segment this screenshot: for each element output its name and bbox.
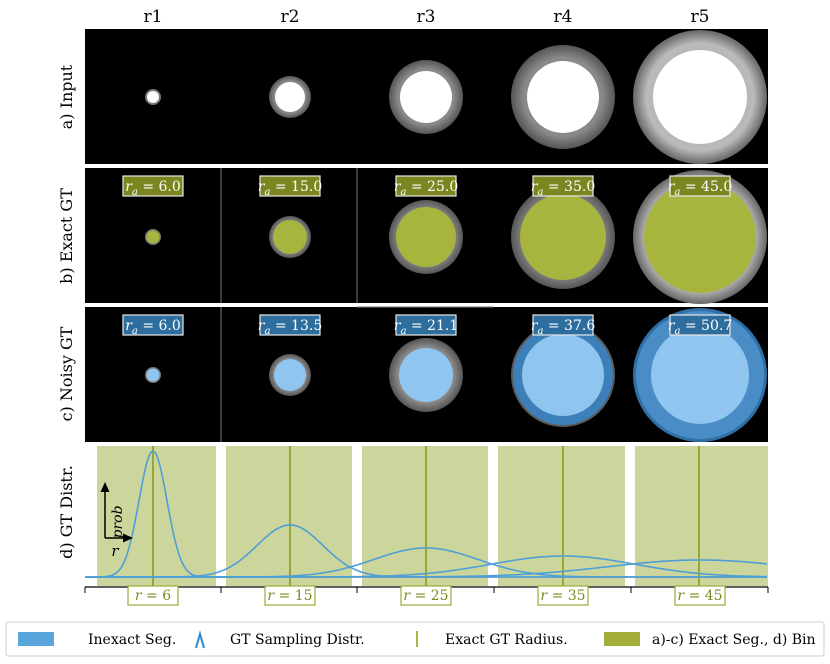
exact-badge-4: ra = 35.0 [531,175,595,198]
axis-indicator: prob r [100,482,133,560]
bin-r5 [635,446,768,586]
input-circle-r1 [145,89,161,105]
exact-circle-r1 [145,229,161,245]
column-label-r2: r2 [281,7,300,27]
exact-badge-1: ra = 6.0 [122,175,184,198]
legend-item-exact-radius: Exact GT Radius. [416,631,568,648]
noisy-circle-r2 [269,354,311,396]
exact-circle-r3 [389,200,463,274]
svg-text:r = 35: r = 35 [540,588,585,604]
svg-text:r = 15: r = 15 [267,588,312,604]
input-circle-r4 [511,45,615,149]
legend-label-inexact-seg: Inexact Seg. [88,632,176,648]
exact-badge-3: ra = 25.0 [394,175,458,198]
exact-circle-r2 [269,216,311,258]
bin-r4 [498,446,625,586]
legend-item-gt-sampling: GT Sampling Distr. [194,629,365,649]
bin-label-1: r = 6 [127,585,179,606]
sampling-distribution-curves [85,450,768,578]
row-noisy-gt-panel [85,306,768,442]
noisy-circle-r3 [389,338,463,412]
row-label-exact-gt: b) Exact GT [57,188,76,284]
axis-label-prob: prob [110,505,126,538]
bin-label-3: r = 25 [400,585,452,606]
svg-text:ra = 15.0: ra = 15.0 [258,179,322,198]
bin-r3 [362,446,488,586]
svg-text:r = 6: r = 6 [135,588,171,604]
row-label-gt-distr: d) GT Distr. [57,465,76,559]
exact-circle-r5 [633,170,767,304]
exact-circle-r4 [511,185,615,289]
noisy-circle-r5 [633,308,767,442]
row-label-noisy-gt: c) Noisy GT [57,326,76,421]
row-gt-distr-panel: prob r r = 6 r = 15 r = 25 r = 35 r = 45 [84,446,769,606]
svg-text:ra = 6.0: ra = 6.0 [125,318,181,337]
noisy-badge-1: ra = 6.0 [122,314,184,337]
bin-r2 [226,446,352,586]
axis-label-r: r [111,542,119,560]
noisy-badge-4: ra = 37.6 [531,314,596,337]
svg-text:ra = 6.0: ra = 6.0 [125,179,181,198]
blue-rectangle-icon [18,632,54,646]
green-rectangle-icon [604,632,640,646]
svg-text:ra = 21.1: ra = 21.1 [394,318,458,337]
bin-label-5: r = 45 [674,585,726,606]
row-label-input: a) Input [57,64,76,129]
bin-label-4: r = 35 [537,585,589,606]
noisy-circle-r1 [145,367,161,383]
noisy-badge-5: ra = 50.7 [668,314,732,337]
legend: Inexact Seg. GT Sampling Distr. Exact GT… [5,621,825,657]
exact-badge-2: ra = 15.0 [258,175,322,198]
svg-text:ra = 35.0: ra = 35.0 [531,179,595,198]
legend-label-gt-sampling: GT Sampling Distr. [230,632,365,648]
column-labels: r1 r2 r3 r4 r5 [144,7,710,27]
legend-label-exact-radius: Exact GT Radius. [445,632,568,648]
svg-text:r = 45: r = 45 [677,588,722,604]
svg-text:r = 25: r = 25 [403,588,448,604]
row-labels: a) Input b) Exact GT c) Noisy GT d) GT D… [57,64,76,559]
noisy-circle-r4 [511,323,615,427]
svg-text:ra = 25.0: ra = 25.0 [394,179,458,198]
bin-radius-labels: r = 6 r = 15 r = 25 r = 35 r = 45 [127,585,726,606]
legend-item-inexact-seg: Inexact Seg. [18,632,176,648]
column-label-r5: r5 [691,7,710,27]
input-circle-r5 [633,30,767,164]
input-circle-r3 [389,60,463,134]
svg-text:ra = 45.0: ra = 45.0 [668,179,732,198]
svg-text:ra = 37.6: ra = 37.6 [531,318,596,337]
column-label-r1: r1 [144,7,163,27]
lambda-peak-icon [194,629,206,649]
bin-r1 [97,446,216,586]
svg-text:ra = 13.5: ra = 13.5 [258,318,322,337]
legend-label-exact-seg: a)-c) Exact Seg., d) Bin [652,632,816,648]
column-label-r3: r3 [417,7,436,27]
svg-text:ra = 50.7: ra = 50.7 [668,318,732,337]
column-label-r4: r4 [554,7,573,27]
legend-frame [5,621,825,657]
noisy-badge-3: ra = 21.1 [394,314,458,337]
input-circle-r2 [269,76,311,118]
row-input-panel [85,29,768,164]
noisy-badge-2: ra = 13.5 [258,314,322,337]
bin-label-2: r = 15 [264,585,316,606]
exact-badge-5: ra = 45.0 [668,175,732,198]
legend-item-exact-seg: a)-c) Exact Seg., d) Bin [604,632,816,648]
radius-badges: ra = 6.0 ra = 15.0 ra = 25.0 ra = 35.0 ra = … [122,175,732,337]
sampling-curve-r5 [85,559,768,578]
